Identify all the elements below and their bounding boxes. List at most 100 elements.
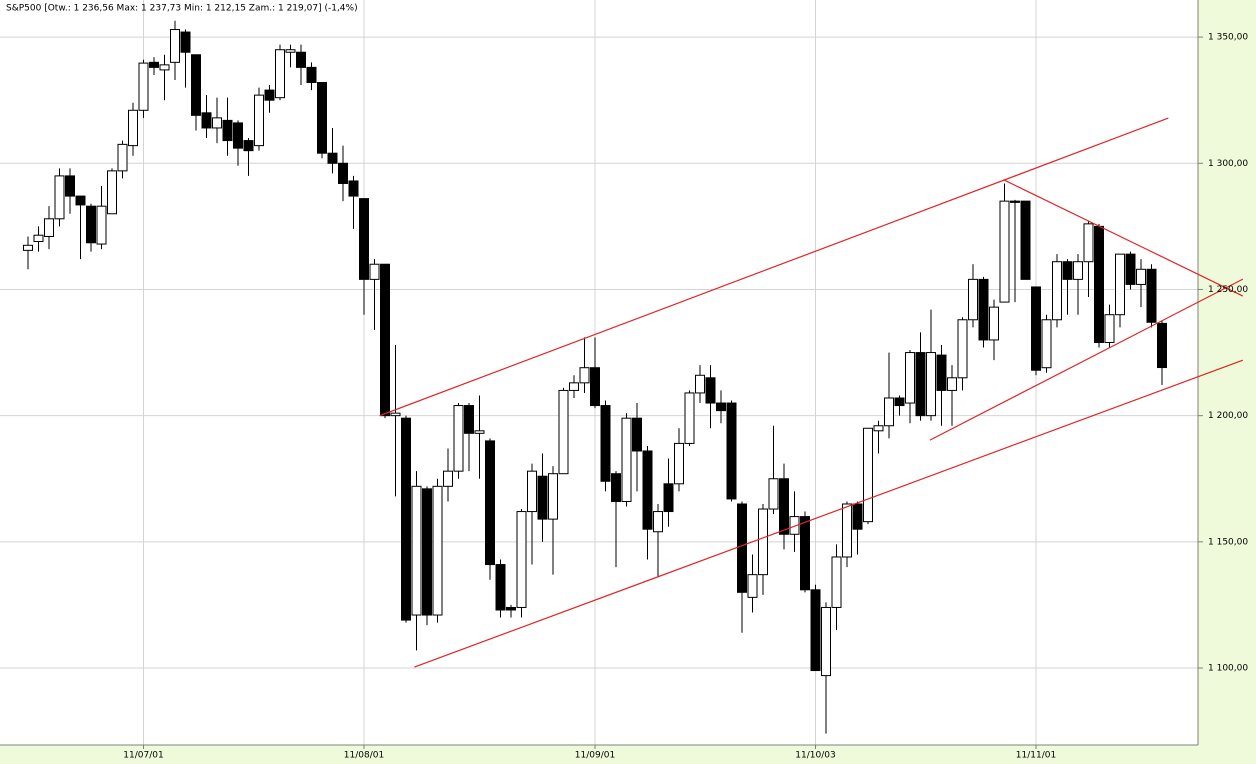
candle-body — [23, 244, 33, 251]
candle-body — [65, 175, 75, 197]
candle-body — [243, 140, 254, 152]
candle-body — [558, 389, 569, 475]
candle-body — [978, 278, 989, 341]
candle-body — [128, 109, 138, 147]
candle-body — [537, 475, 548, 520]
y-tick-label: 1 300,00 — [1208, 159, 1248, 169]
candle-body — [674, 442, 684, 485]
candle-body — [212, 117, 222, 129]
candle-body — [1094, 225, 1104, 343]
candle-body — [737, 503, 747, 593]
grid — [0, 0, 1203, 749]
candle-body — [1010, 200, 1020, 203]
candle-body — [789, 516, 800, 535]
candle-body — [86, 205, 96, 244]
candle-body — [44, 218, 54, 237]
trendline — [379, 117, 1169, 417]
marks — [23, 20, 1167, 734]
candle-body — [96, 205, 107, 245]
candle-body — [873, 425, 884, 432]
x-tick-label: 11/10/03 — [795, 751, 835, 761]
trendlines — [379, 117, 1244, 668]
chart-title: S&P500 [Otw.: 1 236,56 Max: 1 237,73 Min… — [6, 4, 358, 14]
candle-body — [1020, 200, 1031, 280]
y-tick-label: 1 150,00 — [1208, 537, 1248, 547]
candle-body — [317, 82, 327, 154]
x-tick-label: 11/09/01 — [575, 751, 615, 761]
candle-body — [264, 89, 275, 101]
candle-body — [705, 377, 716, 404]
candle-body — [275, 49, 285, 99]
candle-body — [1083, 223, 1094, 263]
candle-body — [831, 556, 842, 608]
candle-body — [527, 470, 537, 513]
y-tick-label: 1 250,00 — [1208, 285, 1248, 295]
y-axis-area — [1198, 0, 1256, 764]
candle-body — [117, 143, 128, 172]
candle-body — [54, 175, 65, 220]
candle-body — [989, 306, 999, 341]
candle-body — [884, 397, 894, 427]
candle-body — [159, 64, 170, 71]
candle-body — [369, 263, 380, 280]
candle-body — [915, 352, 926, 417]
trendline — [414, 359, 1244, 668]
candle-body — [663, 483, 674, 513]
candle-body — [201, 112, 212, 129]
candle-body — [306, 66, 317, 84]
candle-body — [905, 352, 915, 404]
candle-body — [453, 405, 464, 472]
labels: 1 100,00 1 150,00 1 200,00 1 250,00 1 300,00… — [123, 33, 1248, 761]
candle-body — [957, 319, 968, 379]
candle-body — [1157, 322, 1167, 369]
candle-body — [1052, 261, 1062, 321]
candle-body — [432, 485, 443, 616]
candle-body — [726, 402, 737, 500]
candle-body — [842, 503, 852, 558]
candle-body — [579, 367, 590, 384]
candle-body — [1125, 253, 1136, 285]
candle-body — [401, 417, 411, 621]
candle-body — [390, 412, 401, 417]
candle-body — [380, 263, 390, 417]
candle-body — [947, 377, 957, 391]
candle-body — [233, 122, 243, 149]
y-tick-label: 1 200,00 — [1208, 411, 1248, 421]
candle-body — [422, 488, 432, 616]
candle-body — [495, 564, 506, 611]
candle-body — [768, 478, 779, 510]
candle-body — [926, 352, 936, 417]
candle-body — [936, 354, 947, 391]
candle-body — [621, 417, 632, 502]
candle-body — [506, 606, 516, 611]
candle-body — [600, 405, 611, 482]
candle-body — [222, 119, 233, 142]
candle-body — [474, 430, 485, 434]
candle-body — [359, 198, 369, 280]
candle-body — [516, 511, 527, 608]
candle-body — [33, 234, 44, 243]
candle-body — [107, 170, 117, 215]
candle-body — [800, 516, 810, 591]
x-tick-label: 11/07/01 — [123, 751, 163, 761]
candle-body — [191, 54, 201, 116]
candle-body — [779, 478, 789, 535]
candle-body — [348, 180, 359, 197]
candle-body — [747, 574, 758, 598]
candle-body — [411, 485, 422, 616]
candle-body — [684, 392, 695, 444]
candle-body — [569, 382, 579, 391]
candle-body — [1146, 268, 1157, 323]
candle-body — [296, 51, 306, 68]
candle-body — [138, 62, 149, 111]
y-tick-label: 1 350,00 — [1208, 33, 1248, 43]
x-tick-label: 11/08/01 — [344, 751, 384, 761]
candle-body — [1073, 261, 1083, 280]
candle-body — [149, 61, 159, 68]
candle-body — [716, 402, 726, 412]
candle-body — [810, 589, 821, 672]
x-axis-area — [0, 745, 1198, 764]
candle-body — [590, 367, 600, 407]
candle-body — [338, 162, 348, 184]
trendline — [1004, 179, 1244, 297]
